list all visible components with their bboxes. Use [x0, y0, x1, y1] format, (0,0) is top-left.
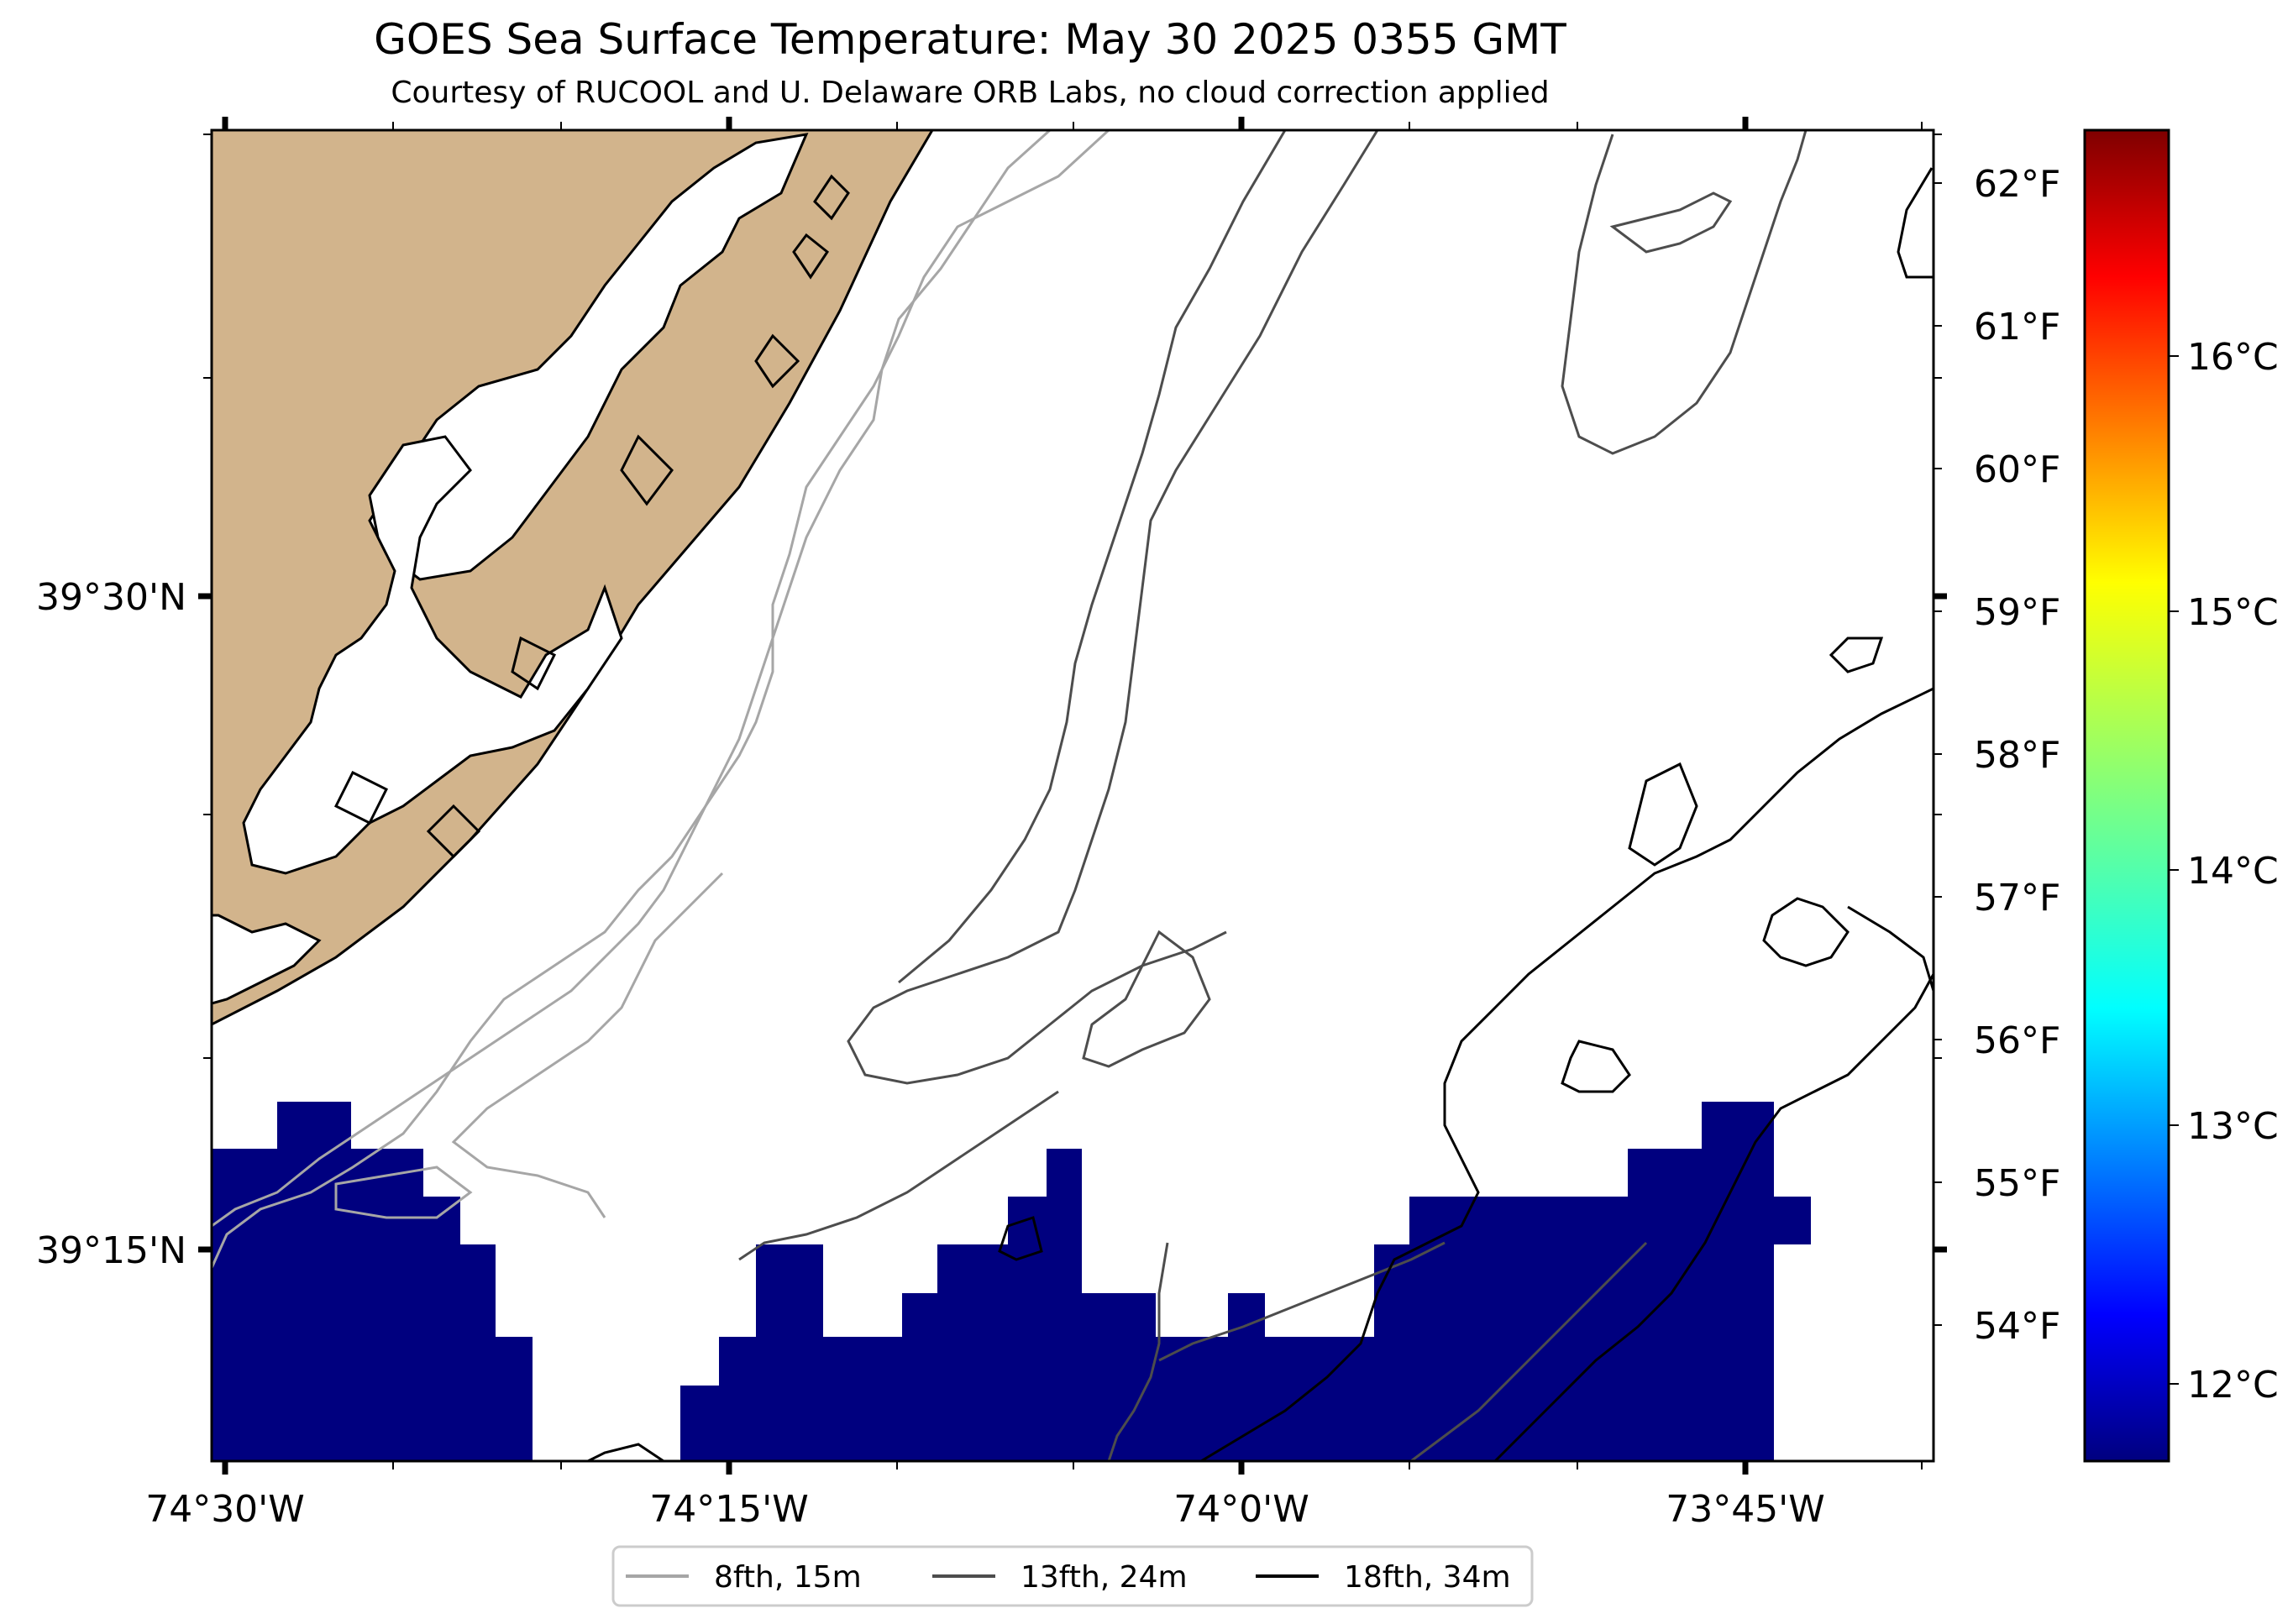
colorbar-ticks	[2169, 355, 2179, 1385]
fahrenheit-label: 56°F	[1974, 1019, 2060, 1062]
legend-label-18fth: 18fth, 34m	[1344, 1560, 1511, 1595]
fahrenheit-label: 62°F	[1974, 163, 2060, 206]
contour-18fth	[587, 167, 1934, 1461]
fahrenheit-label: 54°F	[1974, 1305, 2060, 1348]
major-ticks	[198, 117, 1947, 1475]
fahrenheit-label: 57°F	[1974, 877, 2060, 919]
lon-label: 73°45'W	[1666, 1488, 1825, 1531]
minor-ticks	[203, 122, 1942, 1469]
fahrenheit-label: 55°F	[1974, 1162, 2060, 1205]
colorbar-label: 15°C	[2187, 591, 2279, 634]
fahrenheit-ticks	[1934, 182, 1942, 1326]
lat-label: 39°30'N	[36, 576, 186, 619]
lon-label: 74°15'W	[649, 1488, 809, 1531]
fahrenheit-label: 58°F	[1974, 734, 2060, 777]
colorbar	[2083, 128, 2170, 1463]
colorbar-label: 16°C	[2187, 336, 2279, 379]
colorbar-label: 13°C	[2187, 1105, 2279, 1148]
legend-box	[611, 1545, 1534, 1607]
fahrenheit-label: 61°F	[1974, 306, 2060, 348]
fahrenheit-label: 59°F	[1974, 591, 2060, 634]
legend: 8fth, 15m 13fth, 24m 18fth, 34m	[611, 1545, 1534, 1607]
fahrenheit-label: 60°F	[1974, 448, 2060, 491]
map-area	[212, 130, 1934, 1461]
lon-label: 74°0'W	[1173, 1488, 1309, 1531]
inland-bays	[212, 133, 809, 1005]
lat-label: 39°15'N	[36, 1229, 186, 1272]
sst-pixels	[212, 1102, 1811, 1461]
legend-label-8fth: 8fth, 15m	[714, 1560, 862, 1595]
contour-13fth	[738, 130, 1808, 1461]
colorbar-label: 14°C	[2187, 850, 2279, 893]
map-subtitle: Courtesy of RUCOOL and U. Delaware ORB L…	[391, 76, 1550, 110]
map-title: GOES Sea Surface Temperature: May 30 202…	[374, 15, 1566, 64]
colorbar-label: 12°C	[2187, 1364, 2279, 1407]
contour-8fth	[212, 130, 1110, 1269]
marsh-islands	[333, 174, 850, 859]
lon-label: 74°30'W	[145, 1488, 305, 1531]
legend-label-13fth: 13fth, 24m	[1021, 1560, 1188, 1595]
